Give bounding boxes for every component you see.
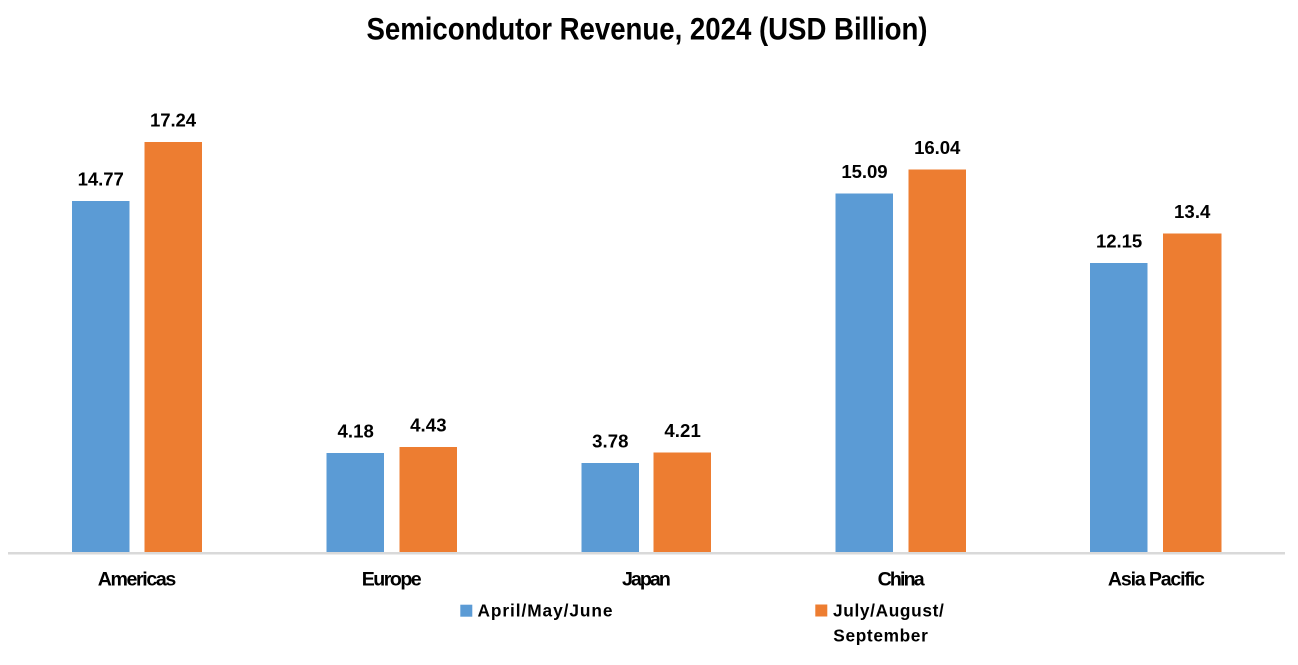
svg-text:September: September: [833, 625, 928, 645]
svg-text:Japan: Japan: [622, 569, 671, 591]
svg-text:4.18: 4.18: [337, 421, 373, 442]
svg-text:13.4: 13.4: [1174, 201, 1211, 222]
svg-text:17.24: 17.24: [150, 110, 197, 131]
svg-text:15.09: 15.09: [841, 161, 887, 182]
svg-text:4.21: 4.21: [664, 420, 700, 441]
svg-text:4.43: 4.43: [410, 415, 446, 436]
svg-text:12.15: 12.15: [1096, 231, 1142, 252]
svg-text:14.77: 14.77: [78, 168, 124, 189]
svg-text:April/May/June: April/May/June: [478, 600, 613, 620]
svg-text:July/August/: July/August/: [833, 600, 944, 620]
svg-text:Semicondutor Revenue, 2024 (US: Semicondutor Revenue, 2024 (USD Billion): [367, 12, 928, 47]
svg-text:Europe: Europe: [362, 569, 422, 591]
svg-text:Asia Pacific: Asia Pacific: [1108, 569, 1205, 591]
svg-text:16.04: 16.04: [914, 137, 961, 158]
svg-text:China: China: [878, 569, 926, 591]
svg-text:Americas: Americas: [98, 569, 177, 591]
svg-text:3.78: 3.78: [592, 431, 628, 452]
